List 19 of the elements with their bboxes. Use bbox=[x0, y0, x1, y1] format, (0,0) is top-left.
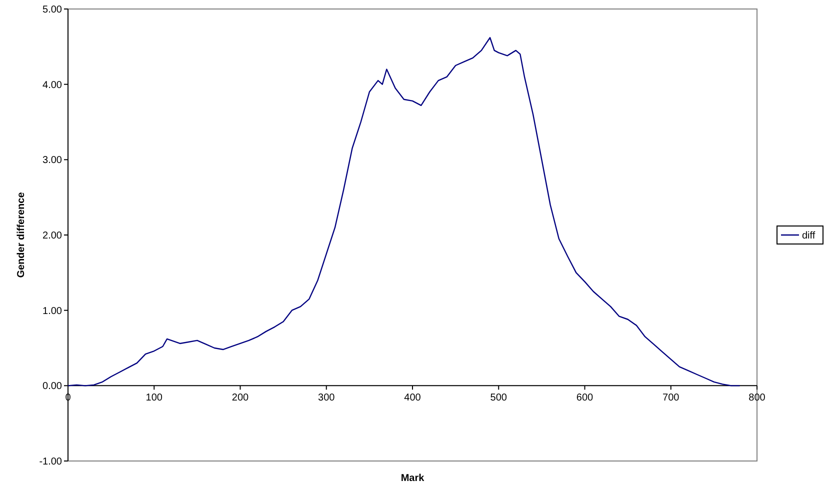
legend-label: diff bbox=[802, 230, 816, 242]
x-tick-label: 300 bbox=[318, 392, 336, 404]
line-series bbox=[67, 37, 740, 386]
y-tick-label: 1.00 bbox=[42, 306, 62, 317]
x-tick-label: 800 bbox=[748, 392, 766, 404]
x-axis-title: Mark bbox=[400, 473, 425, 484]
y-axis-title: Gender difference bbox=[16, 192, 27, 278]
x-tick-label: 500 bbox=[490, 392, 508, 404]
x-tick-label: 700 bbox=[662, 392, 680, 404]
x-tick-label: 200 bbox=[232, 392, 250, 404]
x-tick-label: 600 bbox=[576, 392, 594, 404]
y-tick-label: -1.00 bbox=[39, 456, 62, 468]
x-tick-label: 100 bbox=[146, 392, 163, 404]
y-tick-label: 5.00 bbox=[42, 4, 62, 16]
y-tick-label: 4.00 bbox=[42, 80, 62, 91]
y-tick-label: 0.00 bbox=[42, 381, 62, 392]
y-tick-label: 2.00 bbox=[42, 230, 62, 242]
y-tick-label: 3.00 bbox=[42, 155, 62, 166]
x-tick-label: 400 bbox=[404, 392, 422, 404]
